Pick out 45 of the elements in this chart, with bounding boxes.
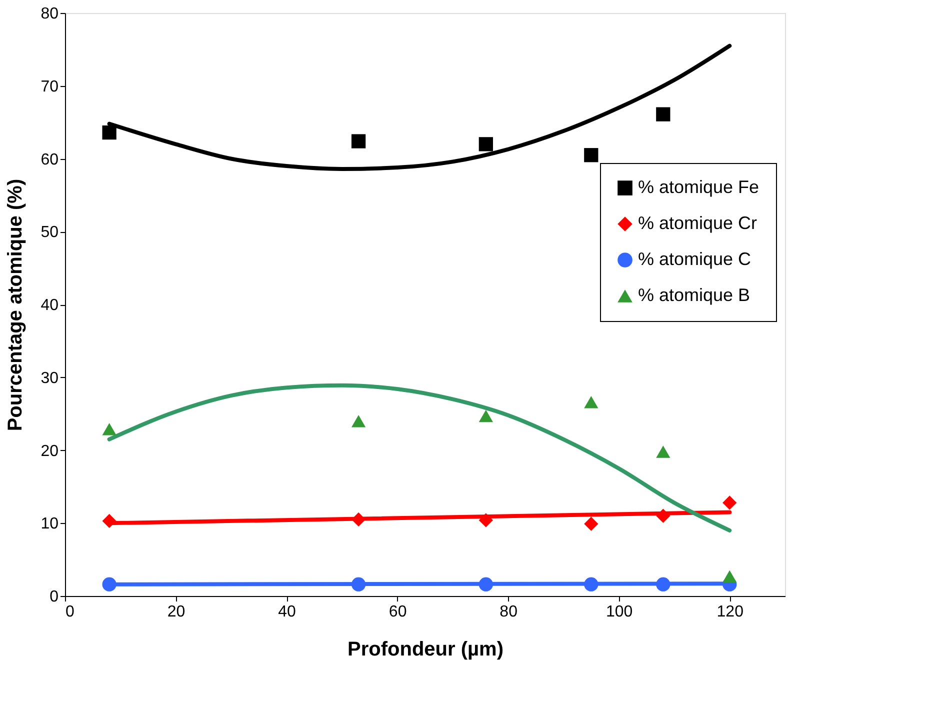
point (656, 107, 670, 122)
y-tick-label: 20 (40, 442, 59, 460)
point (656, 446, 670, 458)
point (351, 134, 366, 148)
point (584, 577, 598, 592)
y-axis-title: Pourcentage atomique (%) (4, 178, 27, 432)
x-tick-label: 40 (278, 604, 296, 620)
point (584, 396, 598, 408)
line-series (107, 383, 732, 532)
point (102, 125, 116, 140)
point (478, 513, 493, 528)
x-tick-label: 20 (167, 604, 186, 620)
y-tick-label: 80 (40, 6, 59, 22)
y-tick-label: 70 (40, 78, 59, 96)
point (351, 577, 366, 592)
point (102, 422, 116, 436)
x-axis-title: Profondeur (µm) (348, 638, 504, 660)
point (656, 508, 670, 523)
x-tick-label: 60 (388, 604, 407, 620)
point (722, 570, 737, 582)
y-tick-label: 10 (40, 516, 59, 533)
y-tick-label: 0 (50, 588, 59, 606)
point (584, 148, 598, 162)
point (102, 514, 116, 528)
x-tick-label: 120 (716, 604, 744, 620)
point (478, 137, 493, 152)
point (478, 577, 493, 592)
y-tick-label: 30 (40, 370, 59, 387)
point (478, 410, 493, 422)
point (351, 414, 366, 428)
y-tick-label: 60 (40, 151, 59, 168)
y-tick-label: 40 (40, 297, 59, 314)
x-tick-label: 80 (500, 604, 518, 620)
point (722, 496, 737, 510)
point (351, 512, 366, 527)
point (584, 516, 598, 531)
legend-label: % atomique Fe (638, 177, 760, 197)
x-tick-label: 0 (66, 604, 74, 620)
legend-label: % atomique C (638, 249, 752, 269)
point (656, 577, 670, 592)
legend-label: % atomique B (638, 285, 750, 305)
point (102, 577, 116, 592)
y-tick-label: 50 (40, 224, 59, 242)
x-tick-label: 100 (606, 604, 633, 620)
legend-label: % atomique Cr (638, 213, 758, 233)
